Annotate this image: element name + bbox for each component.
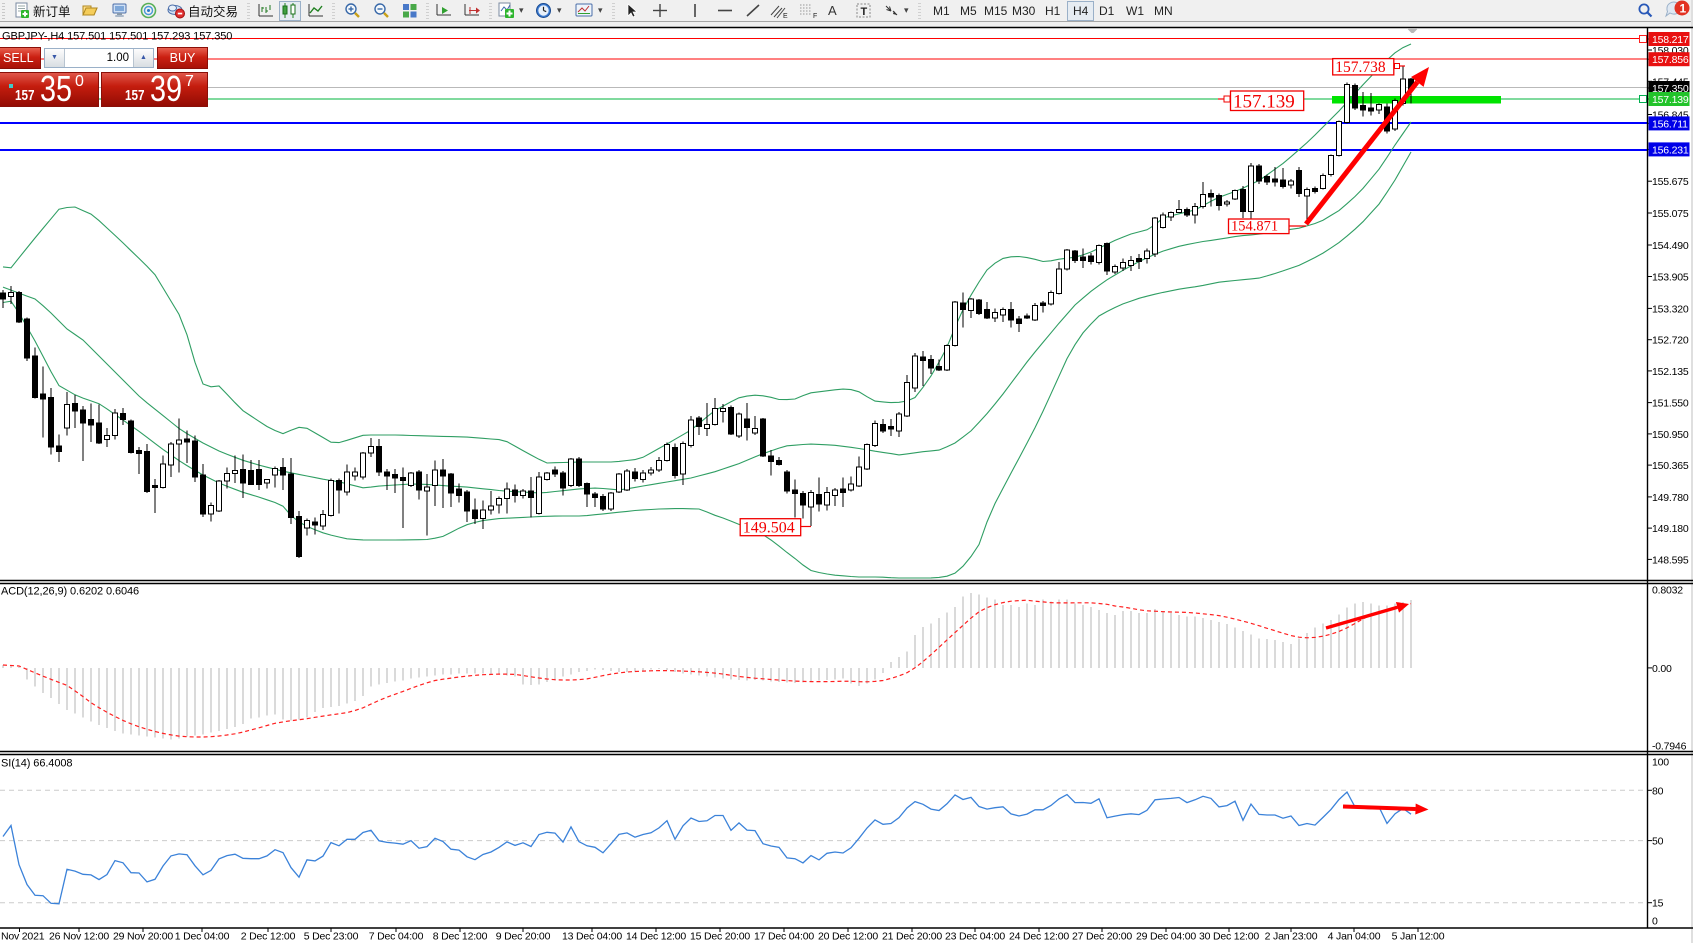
svg-text:0: 0 — [1652, 916, 1658, 928]
svg-text:150.950: 150.950 — [1652, 429, 1689, 441]
svg-text:80: 80 — [1652, 785, 1664, 797]
svg-text:2 Jan 23:00: 2 Jan 23:00 — [1265, 931, 1318, 943]
svg-text:156.711: 156.711 — [1652, 118, 1688, 130]
svg-text:155.075: 155.075 — [1652, 208, 1689, 220]
svg-text:149.180: 149.180 — [1652, 523, 1689, 535]
svg-text:148.595: 148.595 — [1652, 554, 1689, 566]
svg-text:GBPJPY-,H4 157.501 157.501 157: GBPJPY-,H4 157.501 157.501 157.293 157.3… — [2, 31, 232, 43]
svg-text:0.00: 0.00 — [1652, 663, 1672, 675]
svg-text:30 Dec 12:00: 30 Dec 12:00 — [1199, 931, 1259, 943]
svg-text:T: T — [861, 6, 868, 18]
svg-text:2 Dec 12:00: 2 Dec 12:00 — [241, 931, 296, 943]
svg-text:ACD(12,26,9) 0.6202 0.6046: ACD(12,26,9) 0.6202 0.6046 — [1, 586, 139, 598]
svg-text:SI(14) 66.4008: SI(14) 66.4008 — [1, 758, 72, 770]
svg-text:8 Dec 12:00: 8 Dec 12:00 — [433, 931, 488, 943]
svg-text:26 Nov 12:00: 26 Nov 12:00 — [49, 931, 109, 943]
svg-text:24 Dec 12:00: 24 Dec 12:00 — [1009, 931, 1069, 943]
svg-text:151.550: 151.550 — [1652, 398, 1689, 410]
svg-text:157.738: 157.738 — [1335, 59, 1386, 76]
svg-text:152.135: 152.135 — [1652, 366, 1689, 378]
svg-text:27 Dec 20:00: 27 Dec 20:00 — [1072, 931, 1132, 943]
svg-text:156.231: 156.231 — [1652, 144, 1689, 156]
svg-text:157.139: 157.139 — [1233, 92, 1295, 113]
svg-text:-0.7946: -0.7946 — [1652, 740, 1687, 752]
svg-text:15 Dec 20:00: 15 Dec 20:00 — [690, 931, 750, 943]
svg-text:29 Dec 04:00: 29 Dec 04:00 — [1136, 931, 1196, 943]
svg-text:157.856: 157.856 — [1652, 54, 1689, 66]
svg-text:13 Dec 04:00: 13 Dec 04:00 — [562, 931, 622, 943]
svg-text:4 Jan 04:00: 4 Jan 04:00 — [1328, 931, 1381, 943]
svg-text:7 Dec 04:00: 7 Dec 04:00 — [369, 931, 424, 943]
svg-text:14 Dec 12:00: 14 Dec 12:00 — [626, 931, 686, 943]
svg-text:1 Dec 04:00: 1 Dec 04:00 — [175, 931, 230, 943]
svg-text:154.871: 154.871 — [1231, 219, 1278, 235]
svg-text:149.780: 149.780 — [1652, 492, 1689, 504]
svg-text:50: 50 — [1652, 836, 1664, 848]
svg-text:21 Dec 20:00: 21 Dec 20:00 — [882, 931, 942, 943]
svg-text:Nov 2021: Nov 2021 — [1, 931, 45, 943]
svg-text:9 Dec 20:00: 9 Dec 20:00 — [496, 931, 551, 943]
svg-text:20 Dec 12:00: 20 Dec 12:00 — [818, 931, 878, 943]
svg-text:29 Nov 20:00: 29 Nov 20:00 — [113, 931, 173, 943]
svg-text:5 Jan 12:00: 5 Jan 12:00 — [1392, 931, 1445, 943]
svg-text:157.139: 157.139 — [1652, 94, 1689, 106]
svg-text:5 Dec 23:00: 5 Dec 23:00 — [304, 931, 359, 943]
svg-text:152.720: 152.720 — [1652, 335, 1689, 347]
svg-text:23 Dec 04:00: 23 Dec 04:00 — [945, 931, 1005, 943]
svg-text:150.365: 150.365 — [1652, 460, 1689, 472]
svg-text:155.675: 155.675 — [1652, 176, 1689, 188]
svg-text:154.490: 154.490 — [1652, 240, 1689, 252]
svg-text:100: 100 — [1652, 757, 1669, 769]
svg-text:153.320: 153.320 — [1652, 303, 1689, 315]
svg-text:149.504: 149.504 — [743, 520, 795, 537]
svg-text:153.905: 153.905 — [1652, 272, 1689, 284]
svg-text:F: F — [813, 13, 817, 19]
svg-text:15: 15 — [1652, 898, 1664, 910]
svg-text:E: E — [783, 13, 788, 19]
svg-text:17 Dec 04:00: 17 Dec 04:00 — [754, 931, 814, 943]
svg-text:1: 1 — [1680, 1, 1687, 15]
svg-text:0.8032: 0.8032 — [1652, 585, 1683, 597]
svg-text:158.217: 158.217 — [1652, 34, 1689, 46]
